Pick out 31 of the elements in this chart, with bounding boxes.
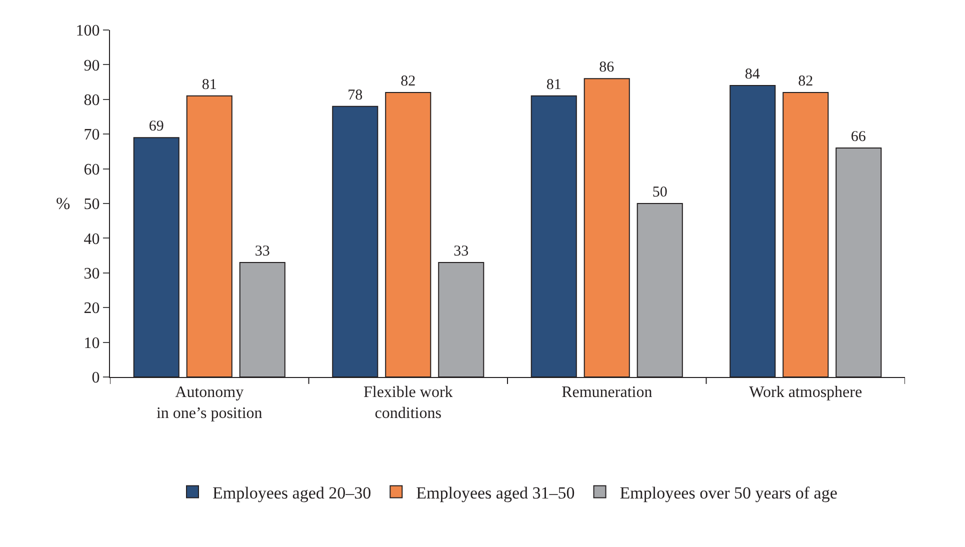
legend-label: Employees aged 31–50 <box>416 483 575 502</box>
x-tick-label: Flexible work conditions <box>363 384 453 422</box>
y-tick-label: 20 <box>84 300 100 318</box>
data-label: 82 <box>798 73 814 90</box>
y-tick-label: 100 <box>76 22 100 40</box>
data-label: 81 <box>546 76 562 93</box>
x-tick-label: Work atmosphere <box>749 384 862 402</box>
x-tick-label: Autonomy in one’s position <box>156 384 262 422</box>
data-label: 50 <box>652 184 668 200</box>
data-label: 66 <box>850 128 866 145</box>
data-label: 33 <box>254 243 270 260</box>
data-label: 81 <box>202 76 217 93</box>
y-tick-label: 30 <box>84 266 100 282</box>
data-label: 82 <box>400 73 416 90</box>
x-tick-label: Remuneration <box>562 384 652 402</box>
y-tick-label: 90 <box>84 57 100 74</box>
y-tick-label: 0 <box>92 370 100 387</box>
legend-label: Employees aged 20–30 <box>212 483 372 502</box>
data-label: 78 <box>348 87 363 104</box>
y-tick-label: 40 <box>84 230 100 248</box>
data-label: 84 <box>744 66 760 83</box>
y-tick-label: 80 <box>84 92 100 109</box>
data-label: 86 <box>599 60 615 76</box>
y-tick-label: 60 <box>84 161 100 178</box>
y-tick-label: 50 <box>84 196 100 214</box>
legend-label: Employees over 50 years of age <box>620 483 838 502</box>
y-tick-label: 10 <box>84 334 100 352</box>
y-axis-title: % <box>56 194 70 213</box>
data-label: 69 <box>148 118 164 135</box>
y-tick-label: 70 <box>84 126 100 144</box>
data-label: 33 <box>454 243 469 260</box>
